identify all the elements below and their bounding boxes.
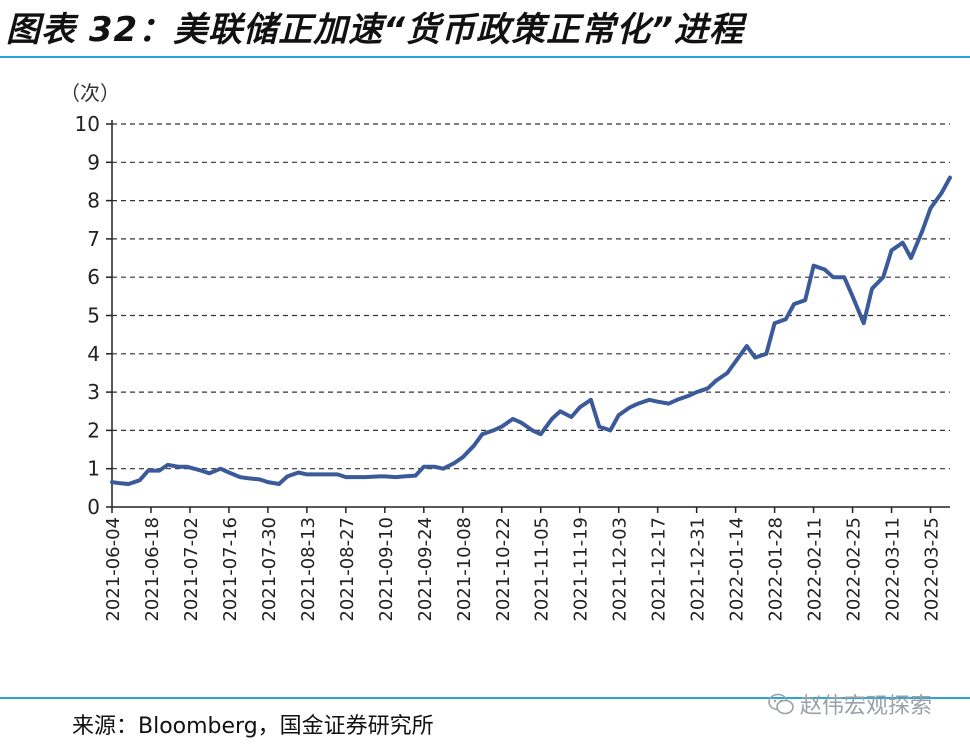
x-tick-label: 2021-07-30 — [259, 517, 280, 622]
y-tick-label: 0 — [87, 495, 100, 519]
watermark-text: 赵伟宏观探索 — [800, 694, 933, 719]
x-tick-label: 2021-08-13 — [298, 517, 319, 622]
y-tick-labels: 0 1 2 3 4 5 6 7 8 9 10 — [75, 112, 100, 519]
y-tick-label: 1 — [87, 457, 100, 481]
y-tick-label: 2 — [87, 418, 100, 442]
y-tick-label: 10 — [75, 112, 100, 136]
x-tick-label: 2021-07-16 — [220, 517, 241, 622]
y-tick-label: 4 — [87, 342, 100, 366]
x-tick-label: 2022-01-28 — [766, 517, 787, 622]
watermark: 赵伟宏观探索 — [768, 688, 932, 720]
y-tick-label: 6 — [87, 265, 100, 289]
axes — [106, 120, 950, 513]
x-tick-label: 2022-01-14 — [727, 517, 748, 622]
x-tick-label: 2021-07-02 — [181, 517, 202, 622]
x-tick-label: 2022-03-25 — [922, 517, 943, 622]
x-tick-label: 2022-03-11 — [883, 517, 904, 622]
x-tick-label: 2021-06-18 — [142, 517, 163, 622]
gridlines — [112, 123, 950, 470]
x-tick-label: 2021-11-19 — [571, 517, 592, 622]
source-note: 来源：Bloomberg，国金证券研究所 — [72, 714, 434, 739]
y-unit-label: （次） — [60, 81, 120, 105]
x-tick-label: 2021-06-04 — [103, 517, 124, 622]
y-tick-label: 5 — [87, 304, 100, 328]
x-tick-label: 2022-02-11 — [805, 517, 826, 622]
series-line — [110, 175, 952, 486]
y-tick-label: 8 — [87, 189, 100, 213]
bottom-rule — [0, 697, 970, 699]
x-tick-label: 2021-10-08 — [454, 517, 475, 622]
y-tick-label: 7 — [87, 227, 100, 251]
x-tick-label: 2021-08-27 — [337, 517, 358, 622]
x-tick-label: 2021-12-17 — [649, 517, 670, 622]
x-tick-label: 2022-02-25 — [844, 517, 865, 622]
x-tick-label: 2021-11-05 — [532, 517, 553, 622]
x-tick-labels: 2021-06-04 2021-06-18 2021-07-02 2021-07-16… — [103, 517, 943, 622]
x-tick-label: 2021-12-31 — [688, 517, 709, 622]
series — [110, 175, 952, 486]
x-tick-label: 2021-09-24 — [415, 517, 436, 622]
x-tick-label: 2021-10-22 — [493, 517, 514, 622]
x-tick-label: 2021-12-03 — [610, 517, 631, 622]
figure-title: 图表 32：美联储正加速“货币政策正常化”进程 — [6, 10, 744, 50]
y-tick-label: 3 — [87, 380, 100, 404]
x-tick-label: 2021-09-10 — [376, 517, 397, 622]
wechat-icon — [768, 693, 794, 715]
title-rule — [0, 56, 970, 58]
y-tick-label: 9 — [87, 150, 100, 174]
